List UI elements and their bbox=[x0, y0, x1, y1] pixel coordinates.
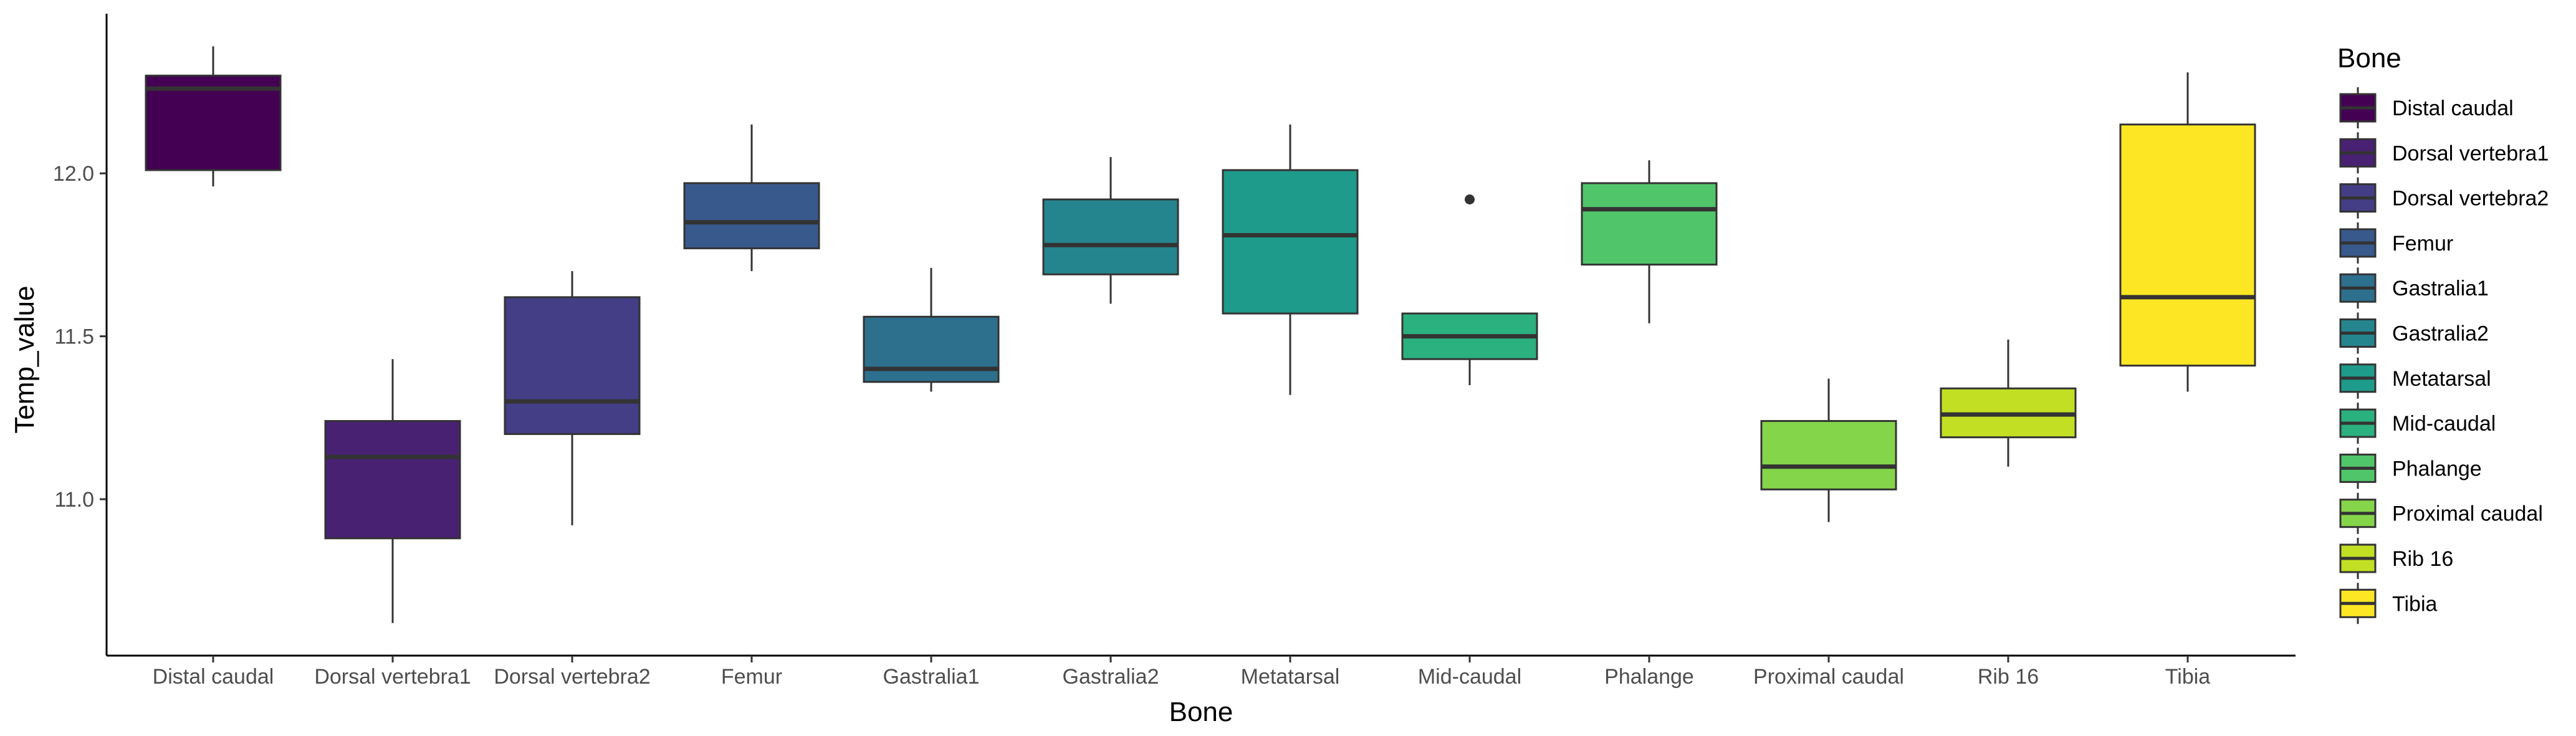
x-tick-label: Dorsal vertebra2 bbox=[494, 665, 650, 689]
boxes-layer bbox=[145, 46, 2256, 623]
box-rect bbox=[1222, 169, 1359, 315]
y-tick-label: 11.0 bbox=[54, 488, 94, 512]
legend-item: Metatarsal bbox=[2339, 357, 2491, 399]
x-tick-label: Mid-caudal bbox=[1418, 665, 1521, 689]
x-tick-label: Proximal caudal bbox=[1753, 665, 1904, 689]
x-tick-label: Phalange bbox=[1604, 665, 1694, 689]
legend-item: Gastralia1 bbox=[2339, 267, 2489, 309]
legend-item: Phalange bbox=[2339, 447, 2482, 489]
box-group bbox=[1042, 157, 1179, 304]
legend-item: Rib 16 bbox=[2339, 538, 2453, 579]
box-rect bbox=[1042, 198, 1179, 275]
legend-item: Proximal caudal bbox=[2339, 492, 2543, 534]
legend-item: Femur bbox=[2339, 222, 2453, 264]
axes-layer bbox=[105, 14, 2296, 657]
legend-label: Femur bbox=[2392, 232, 2453, 256]
box-rect bbox=[683, 182, 820, 249]
box-group bbox=[683, 124, 820, 272]
x-ticks: Distal caudal Dorsal vertebra1 Dorsal vert… bbox=[153, 656, 2211, 689]
box-rect bbox=[504, 296, 641, 435]
box-group bbox=[1940, 339, 2077, 467]
legend-label: Rib 16 bbox=[2392, 547, 2453, 571]
x-tick-label: Femur bbox=[721, 665, 782, 689]
y-ticks: 11.0 11.5 12.0 bbox=[53, 162, 107, 512]
legend-items: Distal caudal Dorsal vertebra1 Dorsal vert… bbox=[2339, 87, 2549, 624]
legend-title: Bone bbox=[2337, 43, 2401, 74]
x-tick-label: Gastralia2 bbox=[1063, 665, 1159, 689]
legend-item: Tibia bbox=[2339, 583, 2438, 624]
y-axis-title: Temp_value bbox=[9, 285, 40, 433]
y-tick-label: 11.5 bbox=[54, 325, 94, 349]
box-group bbox=[2119, 72, 2256, 392]
box-rect bbox=[145, 74, 282, 171]
legend-label: Mid-caudal bbox=[2392, 412, 2496, 436]
legend-item: Dorsal vertebra1 bbox=[2339, 132, 2549, 174]
box-group bbox=[863, 267, 1000, 392]
box-group bbox=[324, 359, 461, 623]
legend: Bone Distal caudal Dorsal vertebra1 Dorsal… bbox=[2337, 43, 2549, 624]
box-group bbox=[1401, 194, 1538, 386]
box-rect bbox=[863, 315, 1000, 383]
legend-label: Distal caudal bbox=[2392, 97, 2514, 120]
x-axis-title: Bone bbox=[1169, 697, 1233, 727]
box-rect bbox=[1581, 182, 1718, 266]
legend-label: Tibia bbox=[2392, 592, 2438, 616]
box-group bbox=[1222, 124, 1359, 395]
legend-item: Mid-caudal bbox=[2339, 403, 2496, 444]
box-group bbox=[145, 46, 282, 187]
x-tick-label: Dorsal vertebra1 bbox=[314, 665, 471, 689]
y-tick-label: 12.0 bbox=[53, 162, 94, 186]
box-group bbox=[1581, 160, 1718, 323]
x-tick-label: Distal caudal bbox=[153, 665, 274, 689]
legend-label: Gastralia2 bbox=[2392, 322, 2489, 346]
box-rect bbox=[324, 420, 461, 540]
box-group bbox=[504, 271, 641, 525]
legend-label: Gastralia1 bbox=[2392, 277, 2489, 300]
legend-label: Metatarsal bbox=[2392, 367, 2491, 391]
x-tick-label: Rib 16 bbox=[1978, 665, 2039, 689]
x-tick-label: Gastralia1 bbox=[883, 665, 980, 689]
box-rect bbox=[1760, 420, 1897, 490]
legend-item: Gastralia2 bbox=[2339, 312, 2489, 354]
x-tick-label: Tibia bbox=[2165, 665, 2211, 689]
legend-item: Dorsal vertebra2 bbox=[2339, 177, 2549, 219]
outlier-point bbox=[1465, 194, 1475, 205]
box-group bbox=[1760, 378, 1897, 522]
legend-label: Dorsal vertebra1 bbox=[2392, 141, 2549, 165]
x-tick-label: Metatarsal bbox=[1241, 665, 1340, 689]
legend-label: Dorsal vertebra2 bbox=[2392, 187, 2549, 211]
box-rect bbox=[2119, 123, 2256, 367]
legend-label: Proximal caudal bbox=[2392, 502, 2543, 526]
legend-item: Distal caudal bbox=[2339, 87, 2514, 128]
legend-label: Phalange bbox=[2392, 457, 2482, 480]
